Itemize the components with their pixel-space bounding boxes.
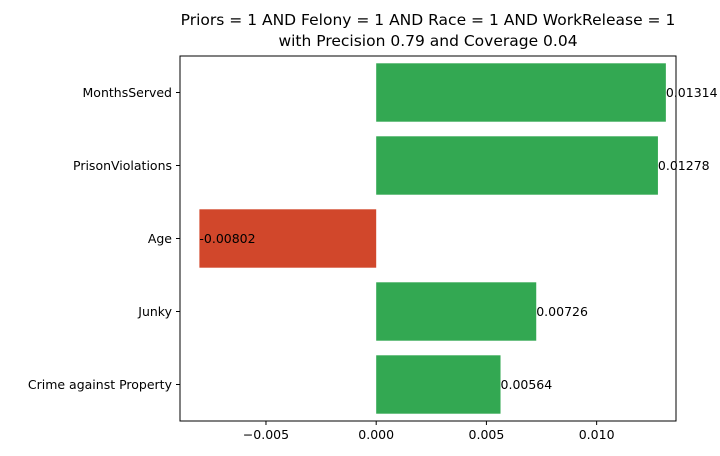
chart-title-line-2: with Precision 0.79 and Coverage 0.04 bbox=[278, 32, 577, 50]
plot-frame bbox=[179, 55, 677, 422]
chart-title-line-1: Priors = 1 AND Felony = 1 AND Race = 1 A… bbox=[181, 11, 676, 29]
x-tick-label-1: 0.000 bbox=[358, 427, 394, 442]
bar-0 bbox=[376, 63, 666, 122]
y-axis: MonthsServed PrisonViolations Age Junky Crim… bbox=[28, 85, 180, 392]
bar-value-label-4: 0.00564 bbox=[501, 377, 553, 392]
y-tick-label-2: Age bbox=[148, 231, 172, 246]
x-tick-label-0: −0.005 bbox=[243, 427, 289, 442]
bar-labels-group: 0.01314 0.01278 -0.00802 0.00726 0.00564 bbox=[199, 85, 717, 392]
y-tick-label-4: Crime against Property bbox=[28, 377, 173, 392]
bar-value-label-3: 0.00726 bbox=[536, 304, 588, 319]
bar-2 bbox=[199, 209, 377, 268]
y-tick-label-1: PrisonViolations bbox=[73, 158, 172, 173]
y-tick-label-0: MonthsServed bbox=[83, 85, 172, 100]
bar-1 bbox=[376, 136, 658, 195]
x-tick-label-3: 0.010 bbox=[579, 427, 615, 442]
bars-group bbox=[199, 63, 666, 414]
y-tick-label-3: Junky bbox=[137, 304, 172, 319]
chart-title: Priors = 1 AND Felony = 1 AND Race = 1 A… bbox=[181, 11, 676, 50]
bar-4 bbox=[376, 355, 501, 414]
bar-value-label-2: -0.00802 bbox=[199, 231, 255, 246]
bar-value-label-1: 0.01278 bbox=[658, 158, 710, 173]
bar-value-label-0: 0.01314 bbox=[666, 85, 718, 100]
bar-3 bbox=[376, 282, 537, 341]
x-axis: −0.005 0.000 0.005 0.010 bbox=[243, 421, 615, 442]
x-tick-label-2: 0.005 bbox=[469, 427, 505, 442]
